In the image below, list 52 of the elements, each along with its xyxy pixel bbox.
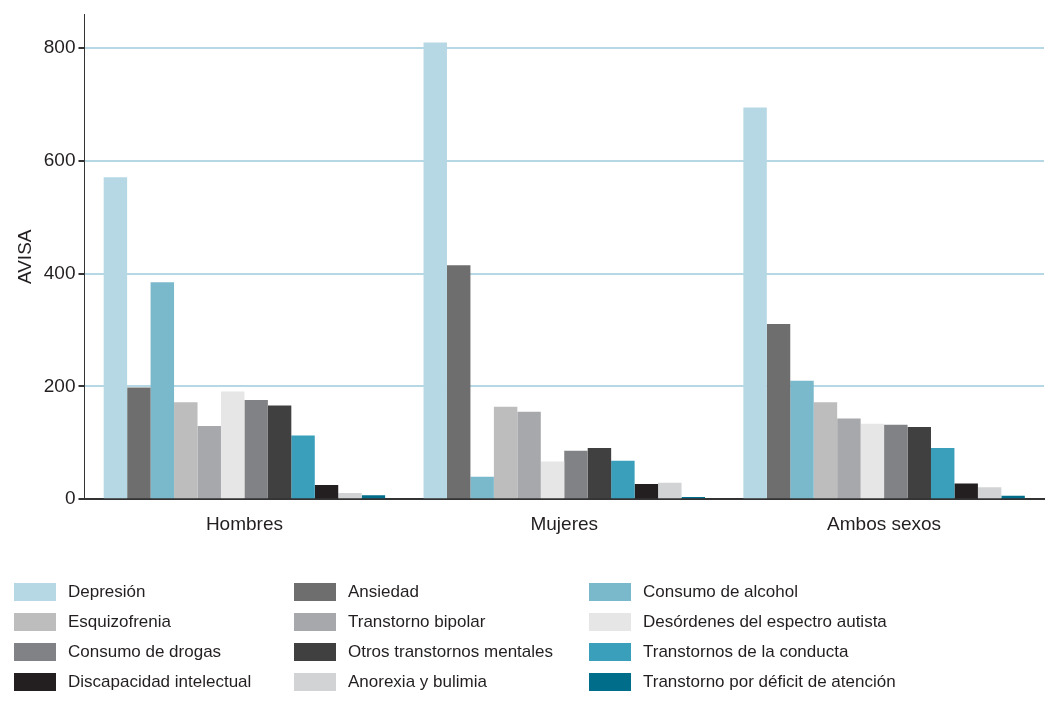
bar [174,402,198,499]
bar [884,424,908,499]
legend-label: Esquizofrenia [68,612,172,632]
bar [790,380,814,499]
legend-label: Transtorno por déficit de atención [643,672,896,692]
bar [470,476,494,499]
legend-label: Anorexia y bulimia [348,672,487,692]
bar [766,323,791,499]
bar [446,265,471,499]
bar [540,461,565,499]
x-tick-label: Hombres [205,512,283,534]
y-tick-label: 600 [43,149,76,171]
y-tick-label: 200 [43,374,76,396]
bar [150,282,175,499]
bar [220,391,245,499]
legend-label: Ansiedad [348,582,419,602]
bar [361,495,386,499]
bar [291,435,315,499]
bar [517,411,541,499]
legend-label: Discapacidad intelectual [68,672,252,692]
x-tick-label: Mujeres [530,512,599,534]
bar [634,483,659,499]
bar [954,483,978,499]
bar [197,425,221,499]
legend-label: Depresión [68,582,146,602]
bar [611,460,635,499]
bar [493,406,518,499]
bar [244,399,268,499]
x-tick-label: Ambos sexos [827,512,942,534]
legend-label: Otros transtornos mentales [348,642,554,662]
y-tick-label: 0 [64,487,76,509]
bar [860,423,885,499]
legend-label: Transtornos de la conducta [643,642,849,662]
bar [813,402,838,499]
legend-label: Consumo de alcohol [643,582,798,602]
bar [907,427,931,499]
y-axis-title: AVISA [13,229,35,285]
bar [564,450,588,499]
bar [658,482,682,499]
bar [587,447,612,499]
bar [837,418,861,499]
legend-label: Transtorno bipolar [348,612,486,632]
legend-label: Desórdenes del espectro autista [643,612,887,632]
bar [127,387,151,499]
bar [930,447,955,499]
bar [314,485,339,499]
y-tick-label: 400 [43,261,76,283]
y-tick-label: 800 [43,36,76,58]
bar [338,493,362,499]
bar [267,405,292,499]
legend-label: Consumo de drogas [68,642,222,662]
bar [977,487,1002,499]
